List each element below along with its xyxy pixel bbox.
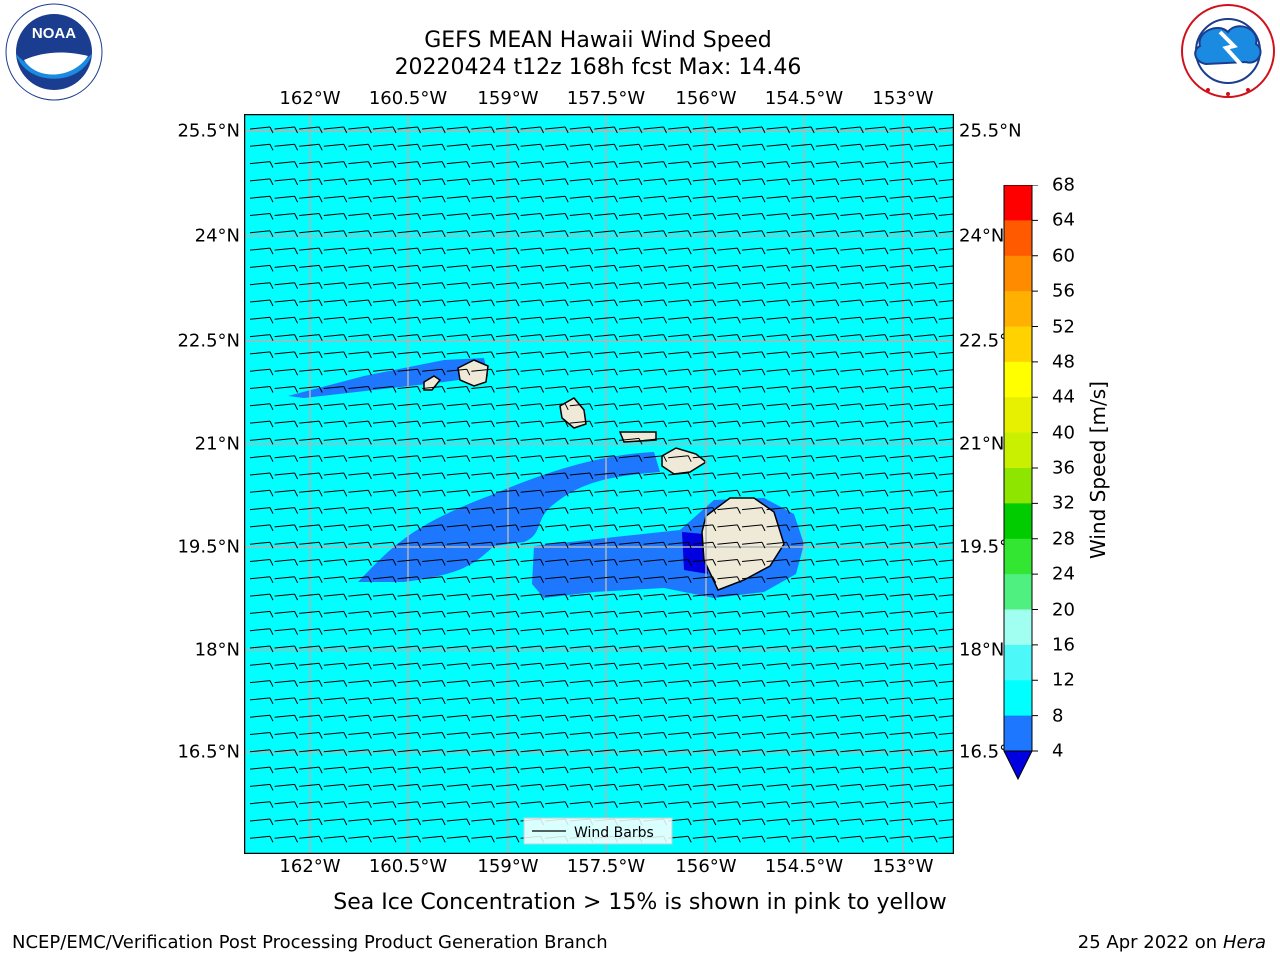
noaa-logo-text: NOAA [32,25,76,42]
island-maui [661,447,708,475]
colorbar-segment [1004,220,1032,257]
latitude-label-left: 25.5°N [177,120,240,142]
colorbar-segment [1004,644,1032,681]
colorbar-segment [1004,468,1032,504]
colorbar-tick-label: 36 [1052,457,1075,479]
colorbar-segment [1004,574,1032,610]
colorbar-under-arrow-icon [1003,750,1033,781]
colorbar-tick-label: 56 [1052,280,1075,302]
colorbar-tick-label: 40 [1052,422,1075,444]
colorbar-tick-label: 24 [1052,563,1075,585]
colorbar-tick-label: 12 [1052,669,1075,691]
colorbar-segment [1004,432,1032,469]
latitude-label-right: 21°N [959,433,1005,455]
colorbar-tick-label: 16 [1052,634,1075,656]
longitude-label-top: 153°W [872,88,934,109]
longitude-label-bottom: 153°W [872,856,934,877]
longitude-label-bottom: 157.5°W [566,856,646,877]
colorbar-segment [1004,185,1032,221]
longitude-label-bottom: 160.5°W [368,856,448,877]
colorbar-title: Wind Speed [m/s] [1086,381,1110,559]
colorbar-segment [1004,255,1032,292]
ocean-area [244,114,954,854]
footer-date-text: 25 Apr 2022 on [1077,932,1223,953]
map-frame [244,114,954,854]
island-kauai [457,359,489,387]
colorbar-segment [1004,361,1032,398]
latitude-label-left: 18°N [194,639,240,661]
colorbar-segment [1004,680,1032,717]
longitude-label-top: 162°W [279,88,341,109]
latitude-label-left: 24°N [194,225,240,247]
colorbar-tick-label: 68 [1052,174,1075,196]
colorbar-tick-label: 4 [1052,740,1064,762]
longitude-label-bottom: 162°W [279,856,341,877]
colorbar-segment [1004,538,1032,575]
wind-barbs [249,126,954,843]
latitude-label-left: 19.5°N [177,536,240,558]
longitude-label-bottom: 159°W [477,856,539,877]
colorbar-segment [1004,715,1032,752]
longitude-label-bottom: 156°W [675,856,737,877]
latitude-label-right: 25.5°N [959,120,1022,142]
latitude-label-left: 22.5°N [177,330,240,352]
wind-band-kauai [288,358,488,398]
footer-host: Hera [1222,932,1266,953]
colorbar-tick-label: 32 [1052,492,1075,514]
colorbar-tick-label: 44 [1052,386,1075,408]
wind-barb-glyphs [249,126,954,843]
colorbar-tick-label: 48 [1052,351,1075,373]
wind-speed-map: Wind Barbs [244,114,954,854]
colorbar-segment [1004,291,1032,327]
colorbar-segment [1004,609,1032,646]
colorbar-tick-label: 20 [1052,599,1075,620]
footer-branch: NCEP/EMC/Verification Post Processing Pr… [12,932,608,953]
island-molokai [618,431,657,443]
colorbar-tick-label: 28 [1052,528,1075,550]
longitude-label-top: 156°W [675,88,737,109]
latitude-label-left: 16.5°N [177,741,240,763]
footer-date: 25 Apr 2022 on Hera [1078,932,1266,953]
longitude-label-bottom: 154.5°W [764,856,844,877]
longitude-label-top: 154.5°W [764,88,844,109]
colorbar-segment [1004,326,1032,363]
noaa-logo-icon: NOAA [5,3,103,101]
longitude-label-top: 157.5°W [566,88,646,109]
map-subtitle: 20220424 t12z 168h fcst Max: 14.46 [394,55,802,80]
latitude-label-left: 21°N [194,433,240,455]
colorbar-tick-label: 64 [1052,209,1075,231]
legend-box: Wind Barbs [523,817,673,845]
wind-band-maui [358,452,660,582]
legend-label: Wind Barbs [574,825,654,841]
nws-logo-icon [1181,4,1275,98]
colorbar-tick-label: 52 [1052,316,1075,337]
graticule [244,114,954,854]
map-title: GEFS MEAN Hawaii Wind Speed [424,28,772,53]
longitude-label-top: 160.5°W [368,88,448,109]
colorbar-tick-label: 8 [1052,705,1064,727]
sea-ice-caption: Sea Ice Concentration > 15% is shown in … [333,890,947,915]
colorbar-segment [1004,397,1032,434]
colorbar-segment [1004,503,1032,540]
longitude-label-top: 159°W [477,88,539,109]
latitude-label-right: 24°N [959,225,1005,247]
wind-speed-colorbar [1003,185,1038,781]
colorbar-tick-label: 60 [1052,245,1075,267]
latitude-label-right: 18°N [959,639,1005,661]
